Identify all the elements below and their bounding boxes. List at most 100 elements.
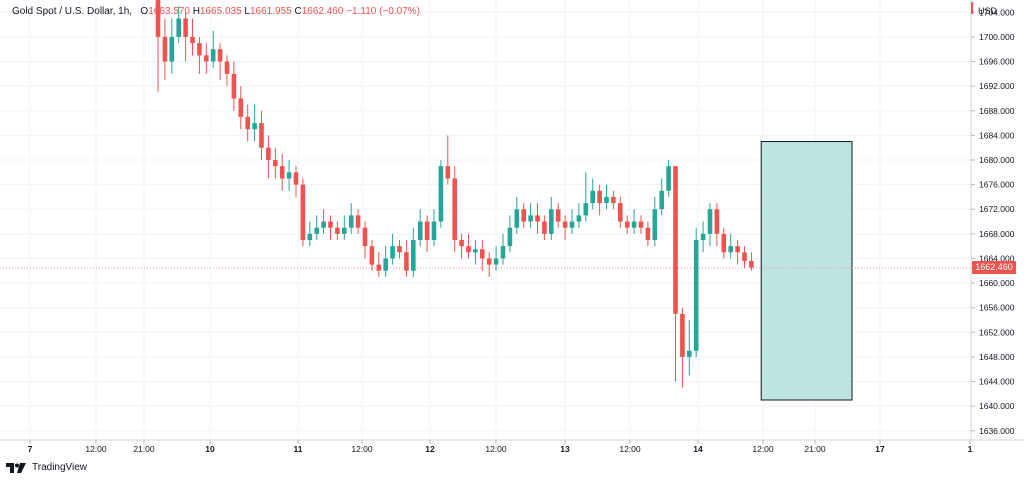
- candle-body: [259, 123, 264, 148]
- y-tick-label: 1692.000: [979, 81, 1015, 91]
- candle-body: [569, 221, 575, 228]
- time-axis[interactable]: 7 12:00 21:00 10 11 12:00 12 12:00 13 12:00 14 12:0…: [28, 440, 973, 454]
- candle: [687, 320, 692, 376]
- candle-body: [611, 196, 616, 204]
- candle-body: [411, 240, 416, 271]
- candle: [673, 166, 678, 382]
- close-value: 1662.460: [301, 6, 344, 17]
- candle: [321, 209, 326, 234]
- candle-body: [390, 246, 395, 259]
- candle-body: [742, 252, 747, 261]
- candle: [162, 18, 168, 80]
- candle-body: [162, 36, 168, 62]
- candle-body: [486, 258, 492, 265]
- candle-body: [507, 227, 513, 247]
- candle-body: [452, 178, 457, 240]
- x-tick-label: 14: [693, 444, 703, 454]
- candle: [183, 12, 188, 62]
- candle-body: [604, 196, 609, 204]
- currency-label[interactable]: USD: [978, 6, 998, 16]
- candle-body: [383, 258, 388, 271]
- candle: [638, 215, 644, 234]
- candle-body: [528, 215, 533, 222]
- candle: [555, 203, 561, 228]
- candle-body: [245, 116, 250, 130]
- candle-body: [707, 209, 713, 234]
- x-tick-label: 21:00: [804, 444, 826, 454]
- candle: [238, 86, 244, 130]
- candle-body: [597, 190, 602, 204]
- candle-body: [583, 203, 589, 216]
- candle: [176, 6, 181, 44]
- candle: [335, 221, 340, 240]
- candle: [328, 215, 333, 240]
- candle: [197, 36, 202, 74]
- candle-body: [210, 49, 216, 62]
- candle: [266, 135, 271, 179]
- candle-body: [562, 221, 568, 228]
- candle: [362, 221, 368, 259]
- candle: [514, 196, 520, 234]
- candle-body: [376, 264, 382, 271]
- candle-body: [473, 249, 478, 253]
- candle: [486, 252, 492, 277]
- candle: [473, 240, 478, 265]
- candle: [217, 43, 223, 80]
- candle: [210, 30, 216, 68]
- candle-body: [286, 172, 292, 179]
- candle-body: [576, 215, 582, 222]
- y-tick-label: 1688.000: [979, 106, 1015, 116]
- last-price-tag: 1662.460: [972, 261, 1016, 275]
- x-tick-label: 12: [425, 444, 435, 454]
- candle-body: [362, 227, 368, 247]
- candle: [742, 246, 747, 268]
- candle-body: [204, 55, 209, 62]
- candle: [314, 215, 319, 240]
- candle-body: [328, 221, 333, 228]
- candle-body: [555, 209, 561, 222]
- candle: [700, 221, 706, 253]
- candle: [397, 240, 402, 259]
- tradingview-brand[interactable]: TradingView: [6, 462, 87, 473]
- y-tick-label: 1636.000: [979, 426, 1015, 436]
- candle-body: [307, 233, 313, 240]
- price-axis[interactable]: 1636.000 1640.000 1644.000 1648.000 1652.000…: [971, 7, 1015, 436]
- y-tick-label: 1684.000: [979, 130, 1015, 140]
- candle-body: [190, 36, 195, 44]
- x-tick-label: 12:00: [619, 444, 641, 454]
- candle-body: [521, 209, 526, 222]
- candle: [390, 233, 395, 265]
- candle: [493, 246, 499, 271]
- grid-lines: [0, 0, 971, 440]
- candle-body: [438, 166, 444, 222]
- tradingview-logo-icon: [6, 462, 26, 473]
- candle: [707, 203, 713, 247]
- candle-body: [700, 233, 706, 240]
- candle: [604, 184, 609, 210]
- candle-body: [735, 246, 740, 253]
- candle-body: [466, 246, 471, 253]
- candle: [438, 160, 444, 228]
- candle-body: [397, 246, 402, 253]
- candle: [355, 209, 361, 234]
- candle-body: [514, 209, 520, 228]
- candle: [597, 184, 602, 216]
- candle: [190, 18, 195, 56]
- candle-body: [459, 240, 464, 247]
- x-tick-label: 21:00: [133, 444, 155, 454]
- candle-body: [631, 221, 637, 228]
- candle-body: [624, 221, 630, 228]
- candle: [693, 227, 699, 357]
- candle-body: [431, 221, 437, 240]
- candle-body: [728, 246, 733, 253]
- candle-body: [252, 123, 257, 130]
- candle: [652, 196, 658, 247]
- candle-series: [155, 0, 754, 388]
- candle-body: [155, 0, 161, 37]
- x-tick-label: 1: [968, 444, 973, 454]
- candle-body: [687, 350, 692, 357]
- y-tick-label: 1644.000: [979, 377, 1015, 387]
- candle-body: [279, 166, 285, 179]
- y-tick-label: 1656.000: [979, 303, 1015, 313]
- candle: [279, 153, 285, 191]
